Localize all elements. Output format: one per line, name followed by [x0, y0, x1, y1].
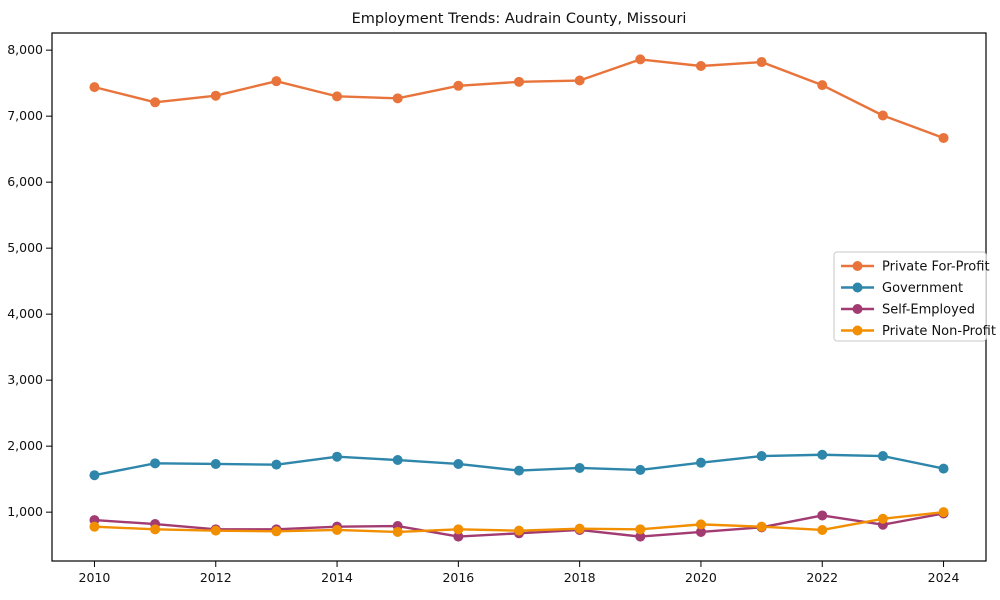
legend-label: Private For-Profit	[882, 260, 990, 275]
data-point	[453, 458, 464, 469]
data-point	[271, 459, 282, 470]
data-point	[756, 521, 767, 532]
legend-dot-marker	[852, 304, 863, 314]
data-point	[392, 526, 403, 537]
x-tick-label: 2016	[442, 570, 474, 585]
legend-item: Self-Employed	[841, 303, 975, 318]
data-point	[574, 523, 585, 534]
y-tick-label: 6,000	[7, 174, 43, 189]
x-tick-label: 2024	[928, 570, 960, 585]
y-tick-label: 7,000	[7, 108, 43, 123]
data-point	[695, 457, 706, 468]
data-point	[514, 525, 524, 536]
data-point	[574, 75, 585, 86]
legend-item: Private For-Profit	[841, 260, 990, 275]
data-point	[877, 110, 888, 121]
data-point	[89, 470, 100, 481]
legend-dot-marker	[852, 282, 863, 293]
y-tick-label: 8,000	[7, 42, 43, 57]
data-point	[210, 525, 221, 536]
series-line	[94, 58, 944, 140]
data-point	[332, 451, 343, 462]
legend-label: Private Non-Profit	[882, 324, 996, 339]
data-point	[695, 519, 706, 530]
data-point	[635, 464, 646, 475]
data-point	[150, 97, 161, 108]
legend-box	[833, 251, 987, 342]
legend-item: Private Non-Profit	[841, 324, 996, 339]
data-point	[514, 465, 524, 476]
data-point	[89, 521, 100, 532]
data-point	[150, 524, 161, 535]
y-tick-label: 5,000	[7, 240, 43, 255]
x-tick-label: 2010	[79, 570, 111, 585]
data-point	[453, 524, 464, 535]
data-point	[635, 531, 646, 542]
data-point	[877, 513, 888, 524]
legend-label: Government	[882, 281, 963, 296]
data-point	[877, 451, 888, 462]
data-point	[271, 526, 282, 537]
data-point	[514, 76, 524, 87]
data-point	[695, 526, 706, 537]
x-tick-label: 2014	[321, 570, 353, 585]
legend-item: Government	[841, 281, 963, 296]
data-point	[89, 82, 100, 93]
series-self-employed	[89, 508, 949, 542]
data-point	[635, 524, 646, 535]
data-point	[817, 80, 828, 91]
data-point	[817, 449, 828, 460]
data-point	[756, 451, 767, 462]
data-point	[150, 458, 161, 469]
x-tick-label: 2020	[685, 570, 717, 585]
legend-dot-marker	[852, 261, 863, 271]
data-point	[453, 531, 464, 542]
data-point	[332, 91, 343, 102]
legend-label: Self-Employed	[882, 303, 975, 318]
data-point	[817, 510, 828, 521]
legend-dot-marker	[852, 325, 863, 336]
x-tick-label: 2022	[806, 570, 838, 585]
data-point	[938, 463, 949, 474]
chart-title: Employment Trends: Audrain County, Misso…	[351, 11, 687, 27]
x-tick-label: 2012	[200, 570, 232, 585]
data-point	[938, 507, 949, 518]
data-point	[453, 80, 464, 91]
y-tick-label: 2,000	[7, 438, 43, 453]
data-point	[210, 458, 221, 469]
series-government	[89, 449, 949, 481]
series-private-non-profit	[89, 507, 949, 537]
data-point	[392, 455, 403, 466]
x-tick-label: 2018	[564, 570, 596, 585]
data-point	[332, 524, 343, 535]
data-point	[271, 76, 282, 87]
data-point	[695, 61, 706, 71]
legend: Private For-Profit Government Self-Employe…	[833, 251, 996, 342]
series-private-for-profit	[89, 54, 949, 143]
data-point	[392, 93, 403, 104]
data-point	[574, 462, 585, 473]
y-tick-label: 1,000	[7, 504, 43, 519]
data-point	[635, 54, 646, 65]
data-point	[756, 57, 767, 68]
y-tick-label: 3,000	[7, 372, 43, 387]
data-point	[210, 90, 221, 101]
y-tick-label: 4,000	[7, 306, 43, 321]
data-point	[938, 132, 949, 143]
data-point	[817, 524, 828, 535]
